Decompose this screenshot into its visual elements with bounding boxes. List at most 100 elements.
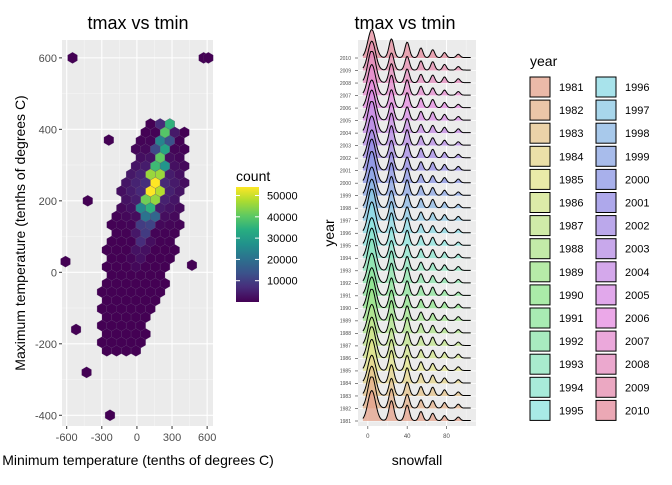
ridgeline-curve-1990 <box>362 276 471 309</box>
year-legend-key-2008 <box>595 353 617 375</box>
year-legend-label-1981: 1981 <box>559 82 583 94</box>
year-legend-keys: 1981 1982 1983 1984 1985 1986 1987 1988 1989 1990… <box>529 76 649 421</box>
ridgeline-y-tick-label: 1994 <box>340 256 351 262</box>
ridgeline-curves <box>362 28 472 422</box>
ridgeline-y-tick-label: 2005 <box>340 118 351 124</box>
ridgeline-curve-1982 <box>362 376 471 409</box>
year-legend-key-2009 <box>595 376 617 398</box>
ridgeline-area-2010 <box>362 29 472 58</box>
year-legend-key-1988 <box>529 238 551 260</box>
ridgeline-y-ticks: 1981 1982 1983 1984 1985 1986 1987 1988 1989 1990… <box>340 56 358 425</box>
ridgeline-curve-1999 <box>362 166 471 196</box>
ridgeline-y-tick-label: 1984 <box>340 381 351 387</box>
count-legend-label: 20000 <box>267 254 298 266</box>
hexbin-x-tick-label: -300 <box>91 432 113 444</box>
year-legend-key-1981 <box>529 76 551 98</box>
ridgeline-curve-1986 <box>362 326 471 359</box>
hexbin-x-axis-label: Minimum temperature (tenths of degrees C… <box>2 452 274 468</box>
hexbin-cell <box>81 366 92 379</box>
count-legend-ticks: 10000 20000 30000 40000 50000 <box>236 191 298 288</box>
ridgeline-curve-1994 <box>362 227 471 259</box>
hexbin-cell <box>164 118 175 130</box>
ridgeline-y-tick-label: 2002 <box>340 156 351 162</box>
ridgeline-area-1984 <box>362 355 472 384</box>
ridgeline-y-tick-label: 2007 <box>340 93 351 99</box>
year-legend-label-1986: 1986 <box>559 198 583 210</box>
year-legend-key-2003 <box>595 238 617 260</box>
year-legend-label-2005: 2005 <box>625 290 649 302</box>
ridgeline-x-tick-label: 0 <box>366 434 370 440</box>
ridgeline-x-tick-label: 40 <box>404 434 411 440</box>
year-legend-label-1989: 1989 <box>559 267 583 279</box>
ridgeline-area-1986 <box>362 326 472 359</box>
ridgeline-y-tick-label: 1990 <box>340 306 351 312</box>
ridgeline-curve-2002 <box>362 129 471 159</box>
ridgeline-area-2006 <box>362 80 472 109</box>
ridgeline-area-2005 <box>362 90 472 121</box>
year-legend-key-1994 <box>529 376 551 398</box>
ridgeline-y-tick-label: 1986 <box>340 356 351 362</box>
year-legend-label-1999: 1999 <box>625 151 649 163</box>
ridgeline-curve-2003 <box>362 115 471 146</box>
year-legend-key-1997 <box>595 99 617 121</box>
hexbin-cell <box>203 52 214 64</box>
ridgeline-area-1987 <box>362 317 472 346</box>
count-colorbar <box>236 187 259 302</box>
ridgeline-y-tick-label: 1985 <box>340 369 351 375</box>
year-legend-label-2008: 2008 <box>625 359 649 371</box>
hexbin-x-tick-label: 600 <box>198 432 216 444</box>
ridgeline-curve-2007 <box>362 64 471 96</box>
ridgeline-y-tick-label: 1998 <box>340 206 351 212</box>
ridgeline-curve-2006 <box>362 79 471 109</box>
hexbin-cell <box>186 259 197 271</box>
ridgeline-y-tick-label: 2003 <box>340 143 351 149</box>
year-legend-label-1985: 1985 <box>559 174 583 186</box>
year-legend-key-1999 <box>595 145 617 167</box>
ridgeline-curve-1989 <box>362 288 471 321</box>
ridgeline-y-tick-label: 2008 <box>340 81 351 87</box>
year-legend-key-2004 <box>595 261 617 283</box>
ridgeline-y-tick-label: 1983 <box>340 394 351 400</box>
ridgeline-area-2007 <box>362 64 472 96</box>
ridgeline-curve-2005 <box>362 89 471 121</box>
year-legend-key-2005 <box>595 284 617 306</box>
hexbin-y-tick-label: -400 <box>35 410 57 422</box>
year-legend-label-1994: 1994 <box>559 382 583 394</box>
ridgeline-x-tick-label: 80 <box>443 434 450 440</box>
year-legend-key-1993 <box>529 353 551 375</box>
ridgeline-y-axis-label: year <box>321 219 337 247</box>
ridgeline-curve-1984 <box>362 354 471 384</box>
year-legend-label-2006: 2006 <box>625 313 649 325</box>
ridgeline-area-1989 <box>362 289 472 321</box>
ridgeline-area-1983 <box>362 366 472 396</box>
year-legend-key-1992 <box>529 330 551 352</box>
year-legend-label-1983: 1983 <box>559 128 583 140</box>
ridgeline-curve-2008 <box>362 51 471 84</box>
ridgeline-y-tick-label: 2006 <box>340 106 351 112</box>
year-legend-key-2002 <box>595 215 617 237</box>
ridgeline-area-1992 <box>362 253 472 284</box>
year-legend-key-2007 <box>595 330 617 352</box>
hexbin-cell <box>67 52 78 64</box>
year-legend: year 19811982198319841985198619871988198… <box>529 53 649 421</box>
year-legend-label-1996: 1996 <box>625 82 649 94</box>
ridgeline-y-tick-label: 1982 <box>340 406 351 412</box>
ridgeline-area-1994 <box>362 228 472 259</box>
year-legend-label-2004: 2004 <box>625 267 649 279</box>
ridgeline-curve-2001 <box>362 138 471 171</box>
ridgeline-y-tick-label: 1999 <box>340 193 351 199</box>
ridgeline-y-tick-label: 1989 <box>340 319 351 325</box>
year-legend-label-1988: 1988 <box>559 244 583 256</box>
year-legend-key-1986 <box>529 192 551 213</box>
hexbin-y-ticks: -400 -200 0 200 400 600 <box>35 53 62 422</box>
ridgeline-area-1988 <box>362 304 472 334</box>
year-legend-key-2000 <box>595 168 617 190</box>
ridgeline-area-2001 <box>362 139 472 171</box>
year-legend-key-1995 <box>529 399 551 421</box>
ridgeline-area-2009 <box>362 41 472 71</box>
ridgeline-y-tick-label: 2000 <box>340 181 351 187</box>
hexbin-x-ticks: -600 -300 0 300 600 <box>56 426 216 444</box>
year-legend-key-1991 <box>529 307 551 329</box>
year-legend-label-2003: 2003 <box>625 244 649 256</box>
